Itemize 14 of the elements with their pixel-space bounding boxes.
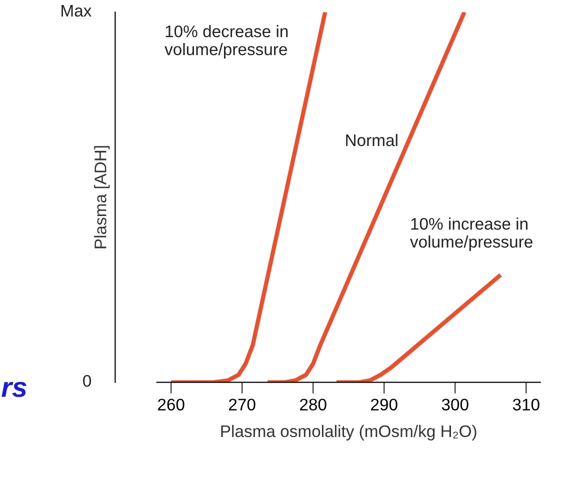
annotation: 10% decrease in volume/pressure xyxy=(164,25,288,59)
text: rs xyxy=(2,382,26,398)
annotation: 10% increase in volume/pressure xyxy=(410,218,532,251)
text: Max xyxy=(62,5,92,17)
x-tick-label: 280 xyxy=(300,398,326,411)
annotation: Normal xyxy=(346,134,398,146)
x-tick-label: 300 xyxy=(442,398,468,411)
x-tick-label: 310 xyxy=(512,398,540,411)
x-tick-label: 270 xyxy=(229,398,256,411)
text: 0 xyxy=(83,374,92,387)
x-tick-label: 260 xyxy=(158,398,184,411)
y-axis-title: Plasma [ADH] xyxy=(94,146,110,248)
x-axis-title: Plasma osmolality (mOsm/kg H₂O) xyxy=(221,424,476,440)
x-tick-label: 290 xyxy=(371,398,398,411)
